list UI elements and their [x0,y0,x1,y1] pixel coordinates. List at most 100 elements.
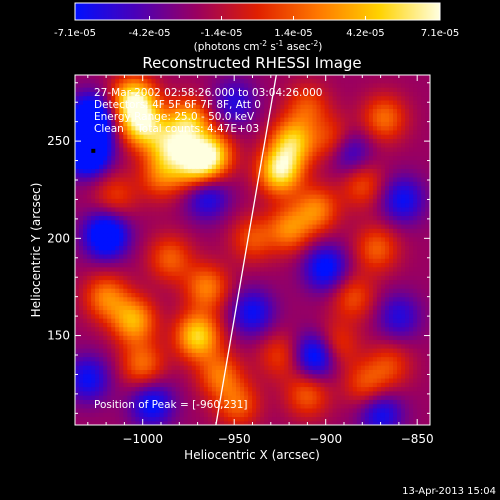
heatmap-cell [115,181,120,187]
heatmap-cell [211,412,217,418]
heatmap-cell [103,125,108,131]
heatmap-cell [260,335,265,341]
heatmap-cell [183,232,189,238]
heatmap-cell [308,146,314,152]
heatmap-cell [211,356,217,362]
heatmap-cell [203,78,209,84]
heatmap-cell [288,348,293,353]
heatmap-cell [95,206,100,212]
heatmap-cell [175,296,181,302]
heatmap-cell [147,292,153,298]
heatmap-cell [195,129,201,135]
heatmap-cell [219,258,225,264]
heatmap-cell [232,283,237,289]
heatmap-cell [223,206,229,212]
heatmap-cell [191,241,197,246]
heatmap-cell [215,271,221,276]
heatmap-cell [219,330,225,336]
heatmap-cell [127,236,132,242]
heatmap-cell [240,420,245,425]
heatmap-cell [187,373,193,379]
heatmap-cell [215,228,221,234]
heatmap-cell [316,249,322,255]
heatmap-cell [223,112,229,118]
heatmap-cell [83,395,88,400]
heatmap-cell [223,223,229,229]
heatmap-cell [91,262,96,268]
heatmap-cell [151,75,157,80]
heatmap-cell [219,407,225,413]
heatmap-cell [268,395,273,400]
heatmap-cell [119,172,124,178]
heatmap-cell [151,134,157,139]
heatmap-cell [308,339,314,345]
heatmap-cell [159,326,165,332]
heatmap-cell [155,416,161,422]
heatmap-cell [260,271,265,276]
heatmap-cell [183,407,189,413]
heatmap-cell [248,399,253,405]
heatmap-cell [276,262,281,268]
heatmap-cell [232,253,237,259]
heatmap-cell [272,245,277,251]
heatmap-cell [236,360,241,366]
heatmap-cell [83,112,88,118]
heatmap-cell [87,185,92,191]
heatmap-cell [280,262,285,268]
heatmap-cell [288,373,293,379]
heatmap-cell [227,134,233,139]
heatmap-cell [268,416,273,422]
heatmap-cell [171,339,177,345]
heatmap-cell [296,112,302,118]
heatmap-cell [155,399,161,405]
heatmap-cell [264,215,269,221]
heatmap-cell [95,232,100,238]
heatmap-cell [280,283,285,289]
heatmap-cell [87,164,92,169]
heatmap-cell [159,335,165,341]
heatmap-cell [207,395,213,400]
heatmap-cell [252,241,257,246]
heatmap-cell [95,117,100,122]
heatmap-cell [195,87,201,92]
heatmap-cell [280,395,285,400]
heatmap-cell [268,330,273,336]
heatmap-cell [223,305,229,311]
heatmap-cell [111,245,116,251]
heatmap-cell [75,382,80,388]
heatmap-cell [123,219,128,225]
heatmap-cell [264,159,269,165]
heatmap-cell [187,232,193,238]
heatmap-cell [83,271,88,276]
heatmap-cell [236,164,241,169]
heatmap-cell [227,151,233,157]
heatmap-cell [308,172,314,178]
heatmap-cell [232,95,237,101]
heatmap-cell [308,117,314,122]
heatmap-cell [95,322,100,328]
heatmap-cell [223,121,229,127]
heatmap-cell [276,326,281,332]
heatmap-cell [171,292,177,298]
heatmap-cell [240,194,245,199]
heatmap-cell [199,206,205,212]
chart-title: Reconstructed RHESSI Image [142,54,361,72]
heatmap-cell [183,241,189,246]
heatmap-cell [207,176,213,182]
heatmap-cell [147,339,153,345]
heatmap-cell [183,339,189,345]
heatmap-cell [95,215,100,221]
heatmap-cell [151,202,157,208]
heatmap-cell [316,330,322,336]
heatmap-cell [223,181,229,187]
heatmap-cell [183,373,189,379]
heatmap-cell [240,318,245,323]
heatmap-cell [171,352,177,358]
heatmap-cell [312,215,318,221]
heatmap-cell [135,296,141,302]
heatmap-cell [248,142,253,148]
heatmap-cell [191,288,197,293]
heatmap-cell [268,138,273,144]
heatmap-cell [276,373,281,379]
heatmap-cell [135,305,141,311]
